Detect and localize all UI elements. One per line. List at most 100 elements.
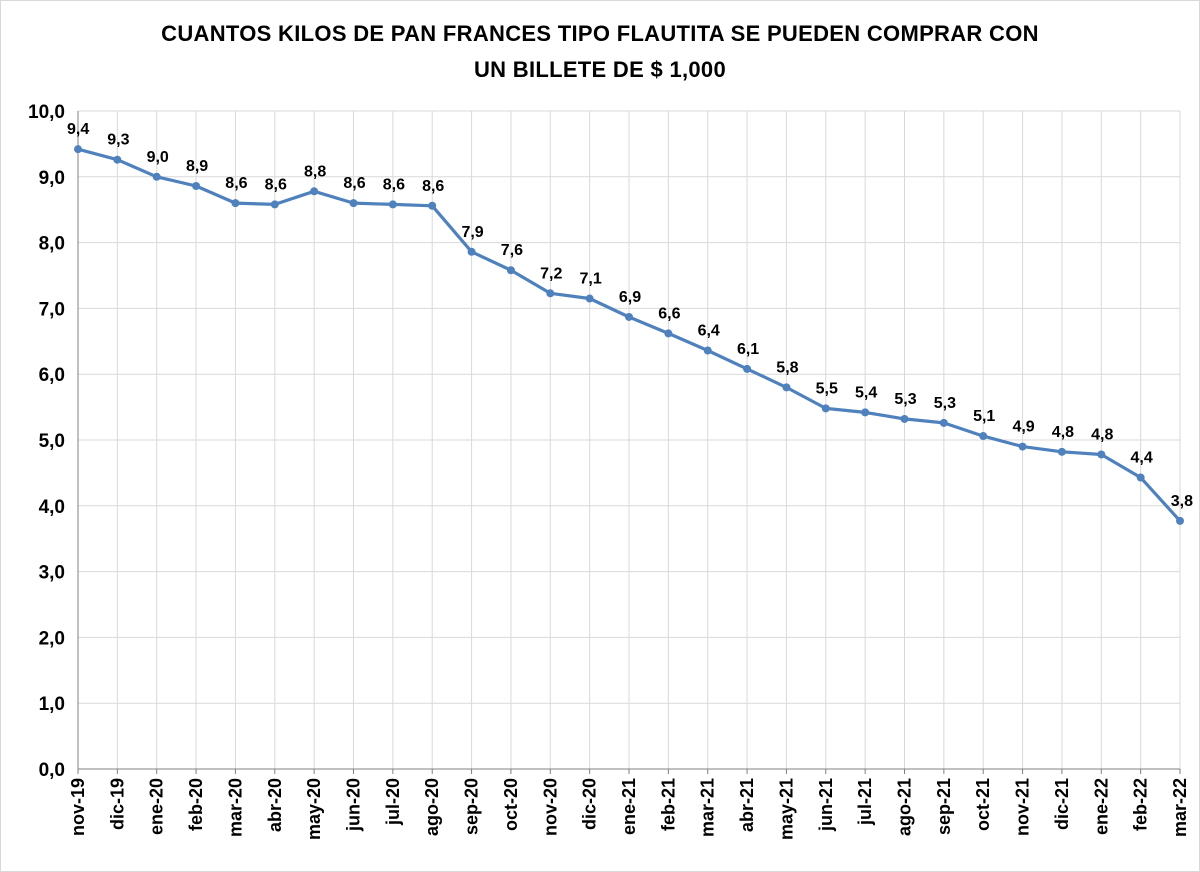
y-tick-label: 7,0 (39, 299, 65, 320)
data-point (270, 200, 279, 209)
data-labels: 9,4 9,3 9,0 8,9 8,6 8,6 8,8 8,6 8,6 8,6 7,9 7,6 7,2 7… (67, 121, 1193, 510)
x-tick-label: mar-20 (225, 778, 245, 837)
x-tick-label: nov-19 (68, 778, 88, 836)
data-label: 4,8 (1052, 424, 1074, 441)
data-point (467, 247, 476, 256)
data-point (1057, 447, 1066, 456)
data-label: 3,8 (1171, 493, 1193, 510)
data-label: 7,1 (580, 271, 602, 288)
y-tick-label: 5,0 (39, 431, 65, 452)
x-tick-label: may-20 (304, 778, 324, 840)
x-tick-label: ene-20 (147, 778, 167, 835)
y-axis-ticks: 0,0 1,0 2,0 3,0 4,0 5,0 6,0 7,0 8,0 9,0 10,0 (28, 102, 65, 781)
x-tick-label: feb-22 (1131, 778, 1151, 831)
data-label: 5,3 (894, 391, 916, 408)
x-tick-label: ene-22 (1091, 778, 1111, 835)
x-tick-label: may-21 (776, 778, 796, 840)
data-label: 4,8 (1091, 426, 1113, 443)
x-tick-label: oct-21 (973, 778, 993, 831)
data-label: 6,9 (619, 289, 641, 306)
data-label: 4,9 (1012, 419, 1034, 436)
data-point (192, 182, 201, 191)
data-point (152, 172, 161, 181)
x-tick-label: nov-21 (1013, 778, 1033, 836)
x-tick-label: jun-21 (816, 778, 836, 832)
data-point (743, 364, 752, 373)
x-tick-label: jul-21 (855, 778, 875, 826)
x-tick-label: mar-21 (698, 778, 718, 837)
data-point (506, 266, 515, 275)
data-point (900, 414, 909, 423)
chart-title: CUANTOS KILOS DE PAN FRANCES TIPO FLAUTI… (0, 16, 1200, 88)
x-tick-label: sep-20 (462, 778, 482, 835)
data-label: 6,1 (737, 341, 759, 358)
x-tick-label: feb-20 (186, 778, 206, 831)
data-point (979, 432, 988, 441)
y-tick-label: 6,0 (39, 365, 65, 386)
data-label: 8,8 (304, 163, 326, 180)
data-point (231, 199, 240, 208)
data-label: 8,6 (225, 175, 247, 192)
data-point (664, 329, 673, 338)
series (74, 145, 1184, 525)
x-tick-label: oct-20 (501, 778, 521, 831)
data-point (388, 200, 397, 209)
data-point (310, 187, 319, 196)
data-label: 8,9 (186, 158, 208, 175)
data-point (428, 201, 437, 210)
x-tick-label: sep-21 (934, 778, 954, 835)
x-tick-label: dic-21 (1052, 778, 1072, 830)
x-tick-label: jul-20 (383, 778, 403, 826)
data-point (782, 383, 791, 392)
data-label: 5,1 (973, 408, 995, 425)
x-tick-label: ago-21 (895, 778, 915, 836)
chart-title-line-1: CUANTOS KILOS DE PAN FRANCES TIPO FLAUTI… (161, 21, 1039, 46)
data-label: 9,0 (147, 149, 169, 166)
x-tick-label: jun-20 (344, 778, 364, 832)
x-tick-label: nov-20 (540, 778, 560, 836)
data-point (113, 155, 122, 164)
data-label: 5,3 (934, 395, 956, 412)
data-point (1136, 473, 1145, 482)
data-label: 5,5 (816, 380, 838, 397)
x-axis-ticks: nov-19 dic-19 ene-20 feb-20 mar-20 abr-20 may-… (68, 778, 1190, 840)
data-label: 6,4 (698, 323, 720, 340)
data-label: 9,3 (107, 132, 129, 149)
y-tick-label: 9,0 (39, 168, 65, 189)
chart-title-line-2: UN BILLETE DE $ 1,000 (473, 57, 727, 82)
y-tick-label: 8,0 (39, 234, 65, 255)
x-tick-label: abr-21 (737, 778, 757, 832)
data-label: 7,9 (461, 224, 483, 241)
data-label: 6,6 (658, 305, 680, 322)
y-tick-label: 0,0 (39, 760, 65, 781)
data-label: 9,4 (67, 121, 89, 138)
gridlines (78, 110, 1181, 769)
data-point (74, 145, 82, 154)
y-tick-label: 3,0 (39, 563, 65, 584)
x-tick-label: dic-20 (580, 778, 600, 830)
data-label: 7,6 (501, 242, 523, 259)
data-point (585, 294, 594, 303)
y-tick-label: 4,0 (39, 497, 65, 518)
data-point (821, 404, 830, 413)
data-label: 8,6 (383, 176, 405, 193)
x-tick-label: mar-22 (1170, 778, 1190, 837)
y-tick-label: 10,0 (28, 102, 65, 123)
data-label: 5,8 (776, 359, 798, 376)
x-tick-label: ene-21 (619, 778, 639, 835)
y-tick-label: 1,0 (39, 694, 65, 715)
data-label: 8,6 (343, 175, 365, 192)
data-label: 8,6 (265, 176, 287, 193)
data-label: 7,2 (540, 265, 562, 282)
data-point (1018, 442, 1027, 451)
x-tick-label: dic-19 (107, 778, 127, 830)
data-point (861, 408, 870, 417)
data-label: 8,6 (422, 178, 444, 195)
x-tick-label: feb-21 (658, 778, 678, 831)
data-point (349, 199, 358, 208)
y-tick-label: 2,0 (39, 628, 65, 649)
data-point (546, 289, 555, 298)
data-label: 5,4 (855, 384, 877, 401)
data-label: 4,4 (1131, 450, 1153, 467)
